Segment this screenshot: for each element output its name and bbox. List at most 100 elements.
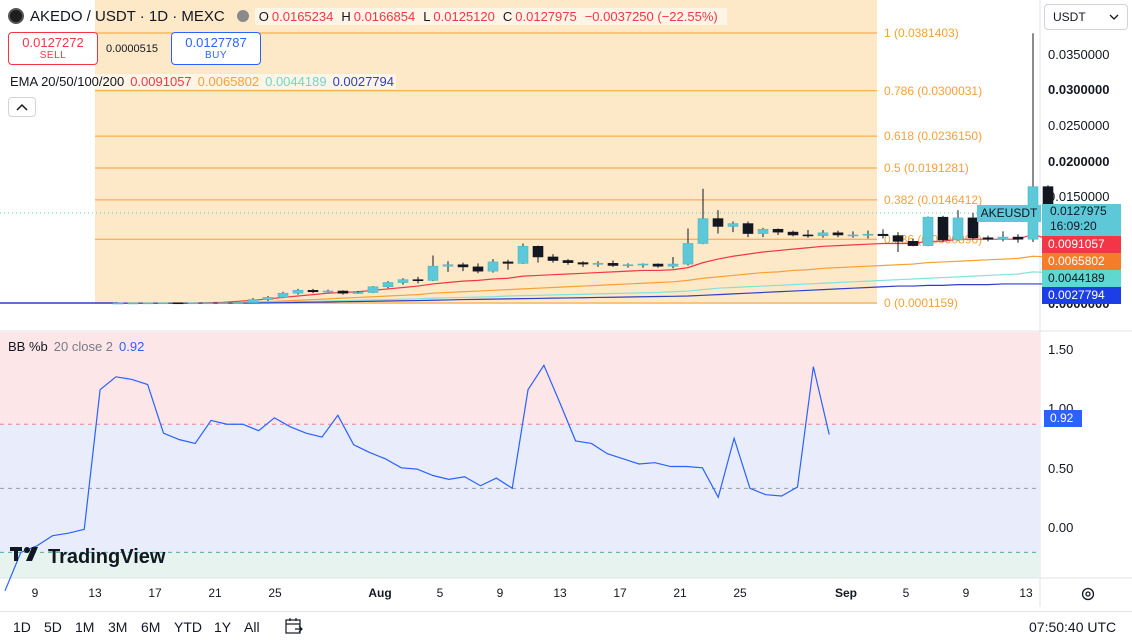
bb-value-tag: 0.92 <box>1044 410 1082 427</box>
x-axis-label: 13 <box>88 586 102 600</box>
candle-body <box>307 290 319 293</box>
sell-price: 0.0127272 <box>22 35 84 50</box>
bottom-toolbar <box>0 611 1132 641</box>
low-key: L <box>423 8 431 24</box>
fib-level-label: 0.382 (0.0146412) <box>884 193 982 207</box>
x-axis-label: 13 <box>553 586 567 600</box>
low-value: 0.0125120 <box>433 8 495 24</box>
x-axis-label: 21 <box>673 586 687 600</box>
settings-gear-icon[interactable] <box>1079 585 1097 603</box>
x-axis-label: 25 <box>733 586 747 600</box>
timeframe-6m-button[interactable]: 6M <box>141 619 161 635</box>
candle-body <box>187 302 199 305</box>
buy-price: 0.0127787 <box>185 35 247 50</box>
candle-body <box>157 302 169 305</box>
timeframe-1m-button[interactable]: 1M <box>75 619 95 635</box>
candle-body <box>262 297 274 300</box>
currency-select[interactable]: USDT <box>1044 4 1128 30</box>
candle-body <box>802 234 814 237</box>
close-value: 0.0127975 <box>515 8 577 24</box>
candle-body <box>712 218 724 227</box>
candle-body <box>862 233 874 236</box>
candle-body <box>457 264 469 268</box>
symbol-title[interactable]: AKEDO / USDT · 1D · MEXC <box>30 7 225 25</box>
candle-body <box>892 235 904 242</box>
timeframe-ytd-button[interactable]: YTD <box>174 619 202 635</box>
bb-axis-label: 1.50 <box>1048 342 1074 357</box>
candle-body <box>622 264 634 267</box>
candle-body <box>1012 236 1024 240</box>
candle-body <box>442 264 454 267</box>
x-axis-label: 13 <box>1019 586 1033 600</box>
ema50-tag: 0.0065802 <box>1042 253 1121 270</box>
ema20-tag: 0.0091057 <box>1042 236 1121 253</box>
timeframe-3m-button[interactable]: 3M <box>108 619 128 635</box>
candle-body <box>292 290 304 294</box>
buy-button[interactable]: 0.0127787 BUY <box>171 32 261 65</box>
tradingview-logo: TradingView <box>10 545 165 569</box>
candle-body <box>682 243 694 265</box>
high-key: H <box>341 8 351 24</box>
bb-percent-b-line <box>4 364 830 592</box>
candle-body <box>397 279 409 283</box>
sell-button[interactable]: 0.0127272 SELL <box>8 32 98 65</box>
ema200-value: 0.0027794 <box>332 74 395 89</box>
price-axis-label: 0.0150000 <box>1048 189 1110 204</box>
ema-legend[interactable]: EMA 20/50/100/200 0.0091057 0.0065802 0.… <box>8 74 397 89</box>
bar-countdown: 16:09:20 <box>1050 219 1097 233</box>
buy-label: BUY <box>204 50 228 61</box>
tradingview-wordmark: TradingView <box>48 545 166 568</box>
candle-body <box>637 263 649 266</box>
symbol-header: AKEDO / USDT · 1D · MEXC O 0.0165234 H 0.0… <box>8 6 727 26</box>
x-axis-label: 17 <box>613 586 627 600</box>
candle-body <box>487 261 499 272</box>
ema20-value: 0.0091057 <box>130 74 192 89</box>
timeframe-1d-button[interactable]: 1D <box>13 619 31 635</box>
x-axis-label: Aug <box>368 586 392 600</box>
candle-body <box>367 286 379 293</box>
ema100-tag: 0.0044189 <box>1042 270 1121 287</box>
ema200-line <box>118 283 1048 304</box>
x-axis-label: 9 <box>496 586 504 600</box>
open-key: O <box>258 8 269 24</box>
change-value: −0.0037250 (−22.55%) <box>584 8 718 24</box>
x-axis-label: 5 <box>436 586 444 600</box>
candle-body <box>412 279 424 281</box>
symbol-price-tag: AKEUSDT <box>977 205 1041 222</box>
candle-body <box>967 217 979 239</box>
date-range-icon[interactable] <box>285 617 303 635</box>
candle-body <box>562 260 574 263</box>
candle-body <box>667 263 679 267</box>
fib-level-label: 0.618 (0.0236150) <box>884 129 982 143</box>
candle-body <box>877 233 889 236</box>
candle-body <box>112 302 124 305</box>
collapse-legend-button[interactable] <box>8 97 36 117</box>
x-axis-label: 9 <box>962 586 970 600</box>
candle-body <box>502 261 514 264</box>
chevron-up-icon <box>16 103 28 111</box>
utc-clock[interactable]: 07:50:40 UTC <box>1029 619 1117 635</box>
bb-axis-label: 0.50 <box>1048 461 1074 476</box>
candle-body <box>757 228 769 234</box>
candle-body <box>652 263 664 267</box>
timeframe-all-button[interactable]: All <box>244 619 260 635</box>
candle-body <box>352 292 364 294</box>
bb-params: 20 close 2 <box>53 339 114 354</box>
sell-label: SELL <box>39 50 67 61</box>
candle-body <box>172 302 184 305</box>
candle-body <box>772 228 784 233</box>
candle-body <box>337 290 349 294</box>
spread-value: 0.0000515 <box>106 43 158 55</box>
candle-body <box>982 237 994 240</box>
bb-legend[interactable]: BB %b 20 close 2 0.92 <box>8 339 144 354</box>
x-axis-label: 9 <box>31 586 39 600</box>
candle-body <box>202 302 214 305</box>
candle-body <box>532 246 544 258</box>
high-value: 0.0166854 <box>353 8 416 24</box>
timeframe-5d-button[interactable]: 5D <box>44 619 62 635</box>
candle-body <box>322 290 334 293</box>
timeframe-1y-button[interactable]: 1Y <box>214 619 232 635</box>
candle-body <box>907 241 919 246</box>
candle-body <box>472 266 484 272</box>
